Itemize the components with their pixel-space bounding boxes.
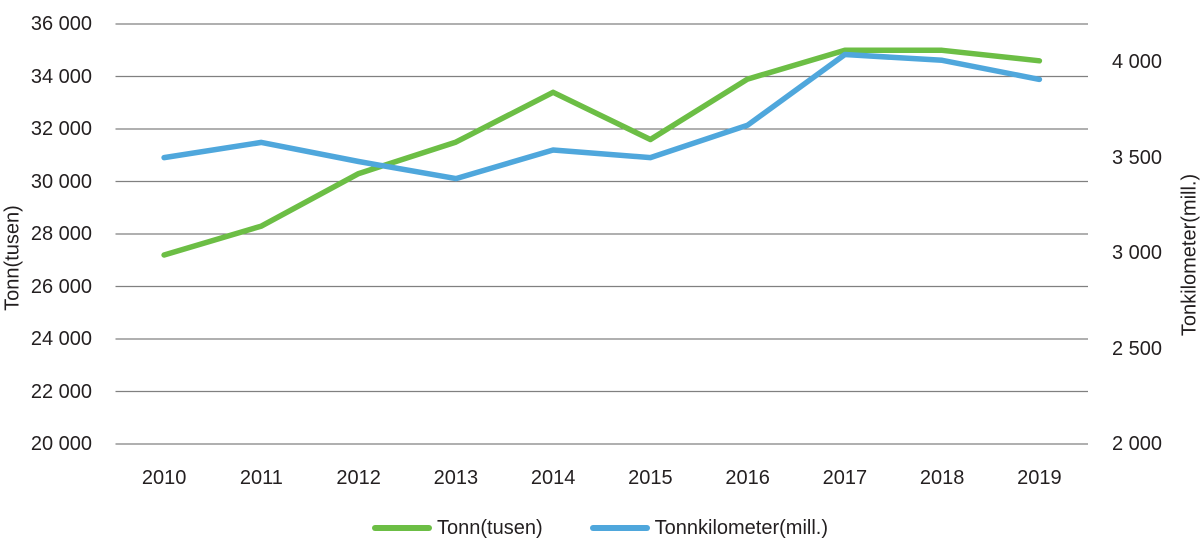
x-axis-tick-2013: 2013 xyxy=(433,467,479,489)
left-axis-title: Tonn(tusen) xyxy=(1,205,24,311)
left-axis-tick: 22 000 xyxy=(30,380,92,403)
right-axis-tick: 4 000 xyxy=(1112,51,1163,74)
left-axis-tick: 20 000 xyxy=(30,433,92,455)
series-line-tonnkilometer xyxy=(161,51,1043,182)
left-axis-tick: 24 000 xyxy=(30,328,92,350)
legend-item-tonnkilometer: Tonnkilometer(mill.) xyxy=(589,516,828,540)
x-axis-tick-2010: 2010 xyxy=(141,467,187,489)
left-axis-tick: 32 000 xyxy=(30,118,92,140)
x-axis-tick-2014: 2014 xyxy=(530,467,576,489)
x-axis-tick-2019: 2019 xyxy=(1017,467,1062,489)
legend-label-tonnkilometer: Tonnkilometer(mill.) xyxy=(654,516,828,539)
right-axis-tick: 3 500 xyxy=(1112,146,1163,169)
x-axis-tick-2018: 2018 xyxy=(919,467,965,489)
legend: Tonn(tusen) Tonnkilometer(mill.) xyxy=(0,511,1200,545)
left-axis-tick: 28 000 xyxy=(30,223,92,245)
x-axis-tick-2017: 2017 xyxy=(822,467,868,489)
legend-line-swatch-green xyxy=(372,524,432,532)
right-axis-tick: 3 000 xyxy=(1112,242,1163,265)
x-axis-tick-2016: 2016 xyxy=(725,467,770,489)
right-axis-title: Tonkilometer(mill.) xyxy=(1178,173,1200,337)
legend-label-tonn: Tonn(tusen) xyxy=(437,516,543,539)
left-axis-tick: 34 000 xyxy=(30,65,92,88)
right-axis-tick: 2 000 xyxy=(1112,433,1163,455)
x-axis-tick-2011: 2011 xyxy=(239,467,283,489)
right-axis-tick: 2 500 xyxy=(1112,337,1163,360)
legend-item-tonn: Tonn(tusen) xyxy=(372,517,543,540)
left-axis-tick: 30 000 xyxy=(30,170,92,193)
legend-line-swatch-blue xyxy=(589,524,650,532)
left-axis-tick: 26 000 xyxy=(30,275,92,298)
left-axis-tick: 36 000 xyxy=(30,13,92,35)
x-axis-tick-2012: 2012 xyxy=(336,467,381,489)
x-axis-tick-2015: 2015 xyxy=(628,467,673,489)
series-line-tonn xyxy=(161,47,1043,258)
